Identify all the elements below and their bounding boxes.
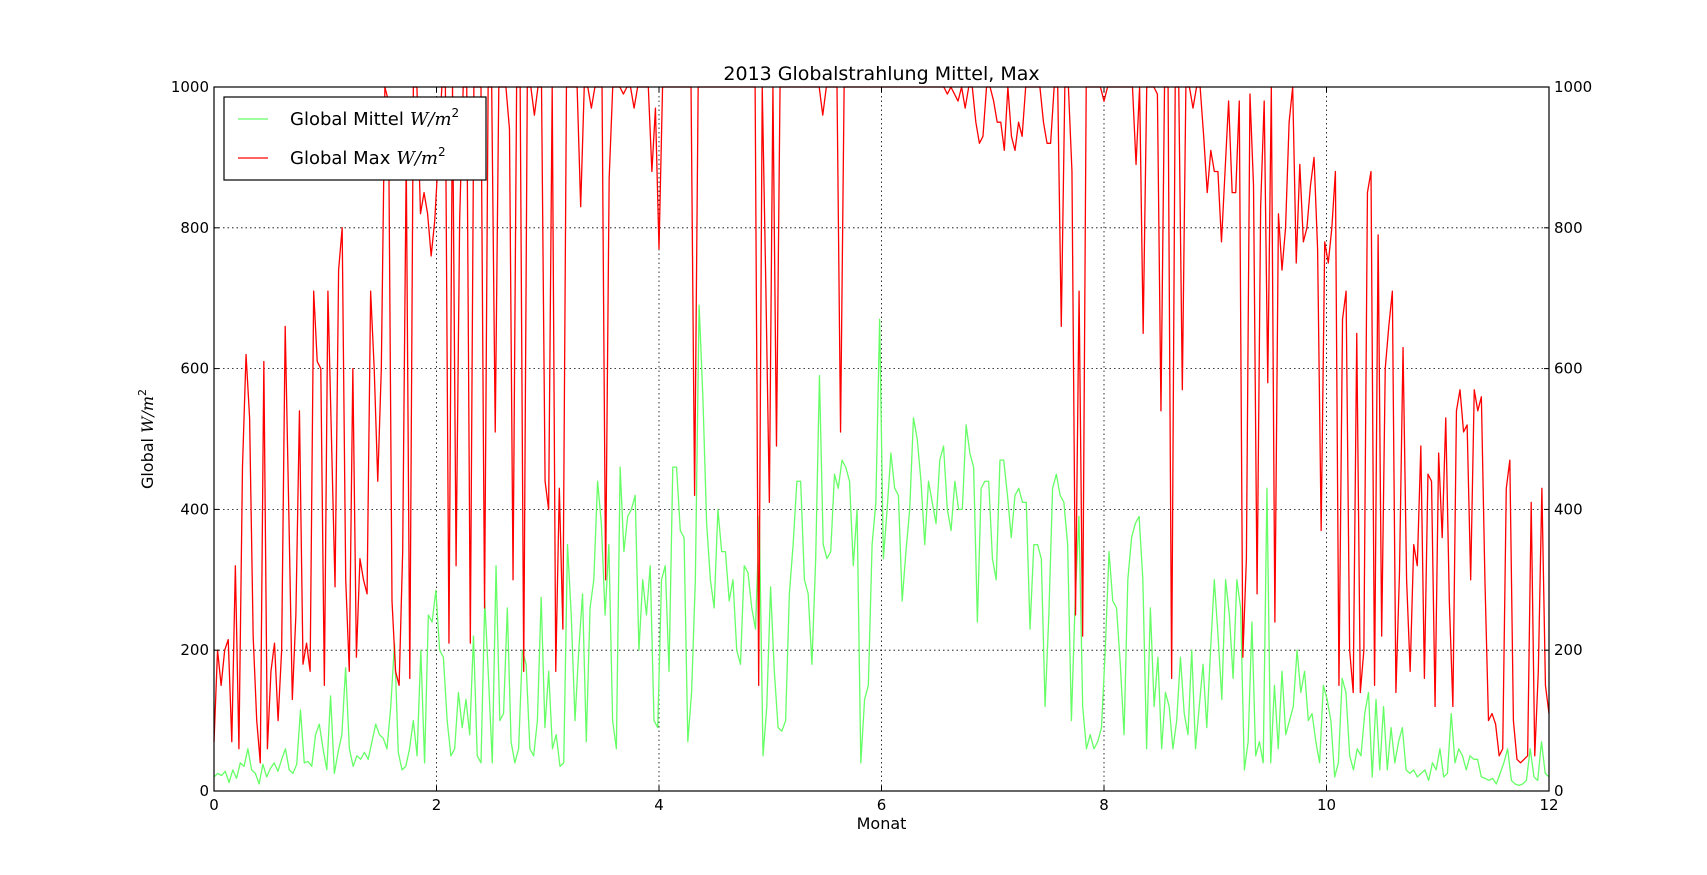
y-tick-label-right-4: 800 [1554,219,1583,237]
y-tick-label-right-0: 0 [1554,782,1564,800]
grid-lines [214,87,1549,791]
y-tick-label-right-2: 400 [1554,500,1583,518]
x-tick-label-1: 2 [432,796,442,814]
x-tick-label-3: 6 [877,796,887,814]
y-tick-label-left-5: 1000 [171,78,209,96]
legend-label-max-unit: W/m [396,148,438,169]
legend-label-mittel-text: Global Mittel [290,109,404,130]
y-tick-label-right-5: 1000 [1554,78,1592,96]
series-line-global-mittel [213,304,1550,787]
legend-label-max-exponent: 2 [438,145,446,159]
y-axis-label: Global W/m2 [136,389,157,489]
y-tick-label-right-3: 600 [1554,360,1583,378]
y-axis-label-text: Global [138,438,157,489]
legend-label-mittel-exponent: 2 [452,106,460,120]
y-tick-label-left-0: 0 [199,782,209,800]
y-tick-label-left-1: 200 [180,641,209,659]
y-axis-label-exponent: 2 [136,389,149,396]
x-tick-label-6: 12 [1539,796,1558,814]
x-tick-label-0: 0 [209,796,219,814]
y-tick-label-left-3: 600 [180,360,209,378]
y-tick-label-left-2: 400 [180,500,209,518]
legend-label-max-text: Global Max [290,148,391,169]
legend-label-mittel: Global Mittel W/m2 [290,106,459,130]
x-tick-label-2: 4 [654,796,664,814]
y-tick-label-right-1: 200 [1554,641,1583,659]
legend: Global Mittel W/m2 Global Max W/m2 [223,96,487,181]
y-tick-label-left-4: 800 [180,219,209,237]
x-tick-label-4: 8 [1099,796,1109,814]
x-tick-label-5: 10 [1317,796,1336,814]
legend-label-max: Global Max W/m2 [290,145,446,169]
chart-title: 2013 Globalstrahlung Mittel, Max [723,63,1039,85]
legend-label-mittel-unit: W/m [410,109,452,130]
x-axis-label: Monat [857,814,907,833]
legend-box [223,96,487,181]
y-axis-label-unit: W/m [138,396,157,433]
